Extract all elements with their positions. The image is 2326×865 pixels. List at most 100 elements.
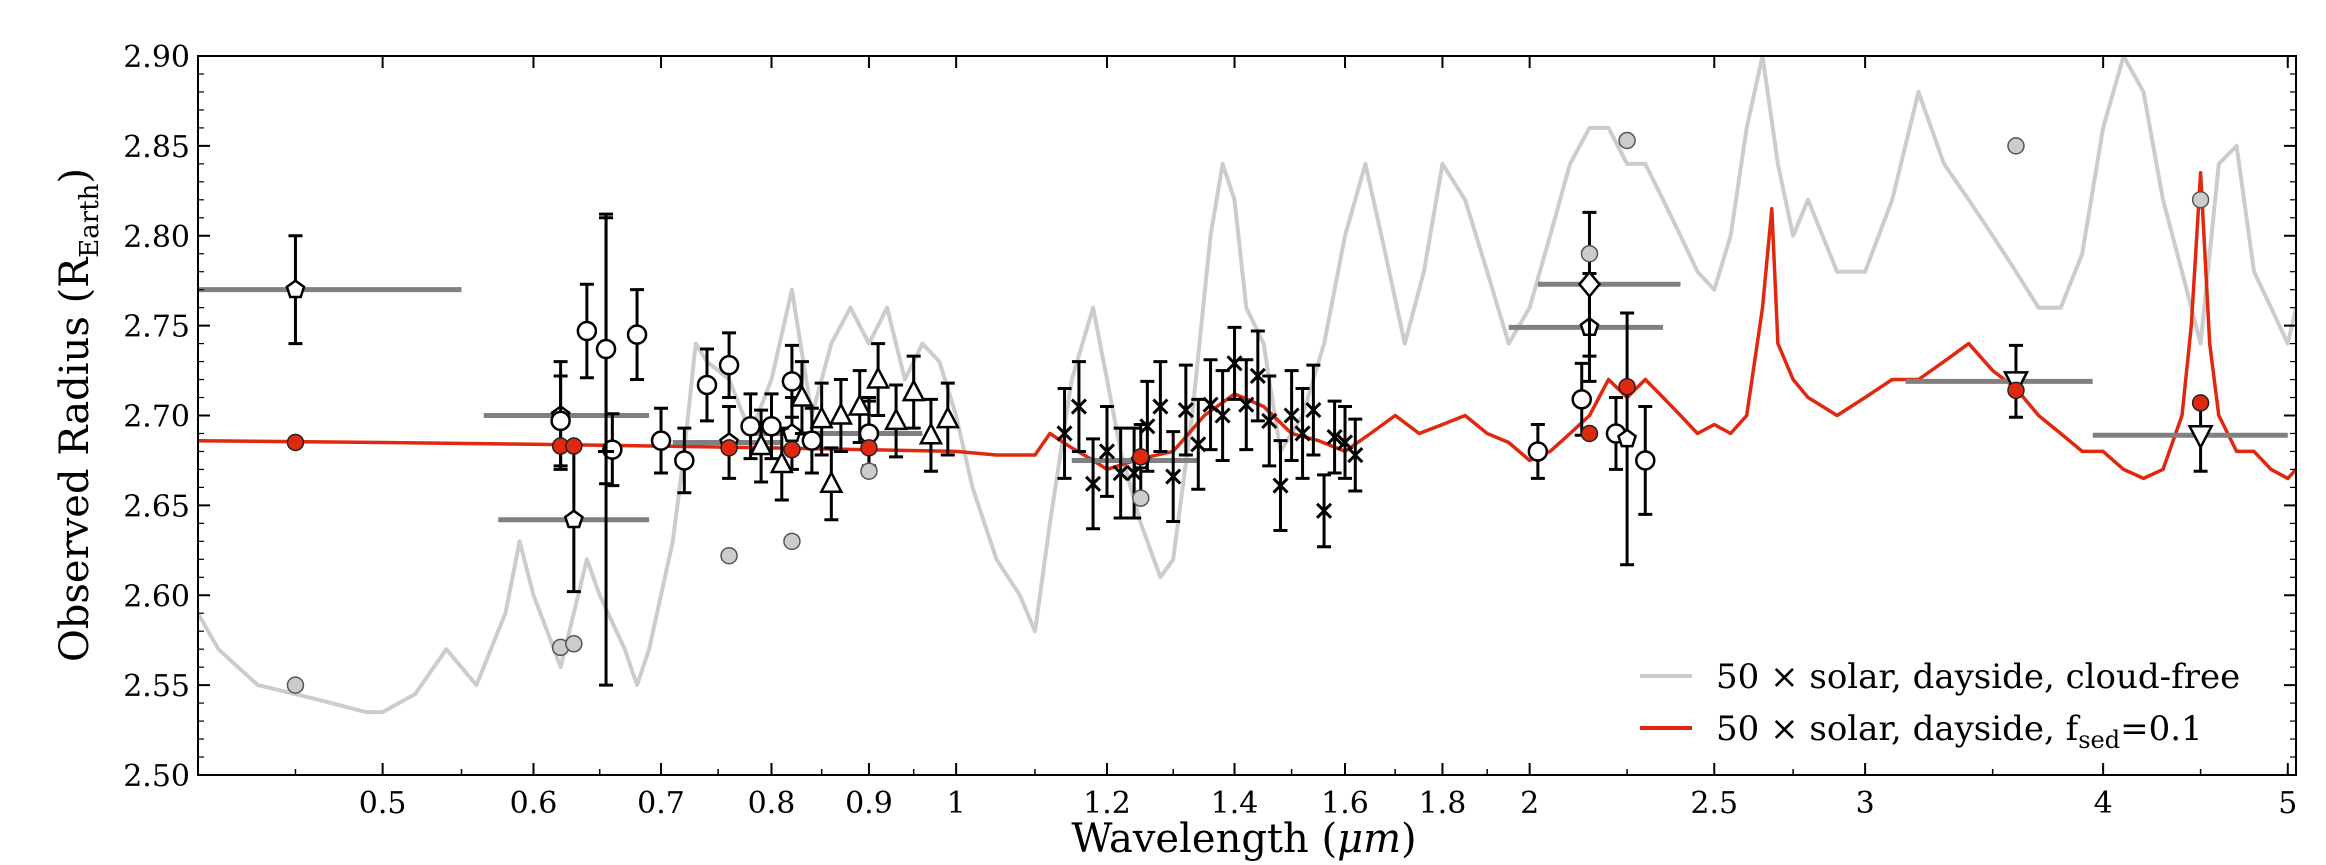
legend-label-fsed-prefix: 50 × solar, dayside, f xyxy=(1716,709,2081,749)
cloudfree-binned-point xyxy=(720,546,738,565)
x-tick-label: 0.6 xyxy=(510,786,558,821)
x-tick-label: 3 xyxy=(1856,786,1875,821)
obs-marker-circle xyxy=(550,410,571,432)
obs-marker-circle xyxy=(740,416,761,437)
x-tick-label: 2 xyxy=(1520,786,1539,821)
fsed-binned-point xyxy=(860,439,878,457)
cloudfree-binned-point xyxy=(1580,244,1599,263)
fsed-binned-point xyxy=(1580,424,1599,443)
obs-marker-x xyxy=(1294,425,1311,442)
y-tick-label: 2.85 xyxy=(123,130,190,165)
band-marker-down-triangle xyxy=(2187,425,2214,450)
cloudfree-binned-point xyxy=(783,532,801,551)
obs-marker-circle xyxy=(801,430,823,451)
x-tick-label: 0.9 xyxy=(845,786,893,821)
legend: 50 × solar, dayside, cloud-free 50 × sol… xyxy=(1640,657,2240,754)
obs-marker-up-triangle xyxy=(819,470,844,494)
obs-marker-up-triangle xyxy=(866,365,891,389)
obs-marker-x xyxy=(1112,464,1129,482)
model-curve-fsed xyxy=(198,171,2296,481)
legend-label-fsed: 50 × solar, dayside, fsed=0.1 xyxy=(1716,709,2203,754)
band-marker-pentagon xyxy=(563,509,584,529)
x-axis-title: Wavelength (μm) xyxy=(1071,816,1416,862)
obs-marker-circle xyxy=(674,450,695,471)
obs-marker-x xyxy=(1283,407,1300,424)
obs-marker-circle xyxy=(761,416,782,437)
y-tick-label: 2.65 xyxy=(123,489,190,524)
y-axis-ticks: 2.50 2.55 2.60 2.65 2.70 2.75 2.80 2.85 2.90 xyxy=(123,40,2296,794)
obs-marker-x xyxy=(1098,443,1116,460)
y-axis-title-suffix: ) xyxy=(52,168,98,184)
obs-marker-up-triangle xyxy=(847,392,872,416)
x-tick-label: 4 xyxy=(2094,786,2113,821)
obs-marker-x xyxy=(1347,446,1364,464)
obs-marker-x xyxy=(1336,434,1354,451)
x-tick-label: 2.5 xyxy=(1690,786,1738,821)
obs-marker-circle xyxy=(718,354,740,376)
cloudfree-binned-point xyxy=(286,676,305,694)
model-points xyxy=(286,131,2210,694)
x-axis-title-unit: μm xyxy=(1337,816,1401,862)
obs-marker-x xyxy=(1152,398,1169,415)
obs-marker-circle xyxy=(696,374,718,396)
model-curves xyxy=(198,56,2296,715)
x-tick-label: 1.4 xyxy=(1211,786,1259,821)
obs-marker-circle xyxy=(602,439,623,460)
fsed-binned-point xyxy=(1132,448,1150,466)
obs-marker-x xyxy=(1126,464,1143,482)
obs-marker-x xyxy=(1190,436,1207,453)
cloudfree-binned-point xyxy=(565,635,583,653)
cloudfree-binned-point xyxy=(1618,131,1636,150)
obs-marker-x xyxy=(1139,418,1156,435)
obs-marker-up-triangle xyxy=(918,421,944,445)
y-tick-label: 2.70 xyxy=(123,400,190,435)
obs-marker-up-triangle xyxy=(901,378,926,402)
x-tick-label: 5 xyxy=(2278,786,2297,821)
fsed-binned-point xyxy=(2007,381,2025,400)
fsed-binned-point xyxy=(2191,394,2210,412)
x-tick-label: 0.5 xyxy=(359,786,407,821)
x-tick-label: 0.7 xyxy=(637,786,685,821)
obs-marker-up-triangle xyxy=(789,383,815,407)
x-axis-ticks: 0.5 0.6 0.7 0.8 0.9 1 1.2 1.4 1.6 1.8 2 2.5 3 4 5 xyxy=(294,56,2297,821)
obs-marker-up-triangle xyxy=(749,432,774,456)
obs-marker-circle xyxy=(626,324,648,345)
obs-marker-x xyxy=(1326,429,1343,446)
obs-marker-circle xyxy=(1635,450,1656,471)
fsed-binned-point xyxy=(1618,377,1636,396)
model-curve-cloud-free xyxy=(198,56,2296,715)
obs-marker-x xyxy=(1070,398,1087,415)
obs-marker-x xyxy=(1261,412,1278,429)
obs-marker-circle xyxy=(781,371,803,392)
obs-marker-x xyxy=(1056,425,1073,442)
obs-marker-pentagon xyxy=(1617,428,1638,448)
obs-marker-circle xyxy=(650,430,672,451)
y-tick-label: 2.55 xyxy=(123,669,190,704)
fsed-binned-point xyxy=(783,440,801,459)
y-tick-label: 2.50 xyxy=(123,759,190,794)
y-tick-label: 2.75 xyxy=(123,310,190,345)
obs-marker-x xyxy=(1305,402,1322,419)
x-tick-label: 1.8 xyxy=(1419,786,1467,821)
obs-marker-up-triangle xyxy=(828,401,853,425)
obs-marker-x xyxy=(1249,367,1266,385)
obs-marker-circle xyxy=(1571,389,1592,410)
x-axis-title-prefix: Wavelength ( xyxy=(1071,816,1337,862)
obs-marker-x xyxy=(1315,502,1333,519)
band-marker-pentagon xyxy=(285,279,306,299)
obs-marker-up-triangle xyxy=(809,405,834,429)
obs-marker-circle xyxy=(1527,441,1549,462)
obs-marker-x xyxy=(1238,396,1255,413)
fsed-binned-point xyxy=(565,437,583,455)
obs-marker-x xyxy=(1085,475,1102,492)
cloudfree-binned-point xyxy=(860,462,878,480)
observations xyxy=(550,212,1656,687)
obs-marker-x xyxy=(1177,402,1194,419)
obs-marker-up-triangle xyxy=(935,405,960,429)
y-tick-label: 2.80 xyxy=(123,220,190,255)
obs-marker-x xyxy=(1226,355,1243,372)
fsed-binned-point xyxy=(720,439,738,457)
x-tick-label: 0.8 xyxy=(748,786,796,821)
obs-marker-plus xyxy=(598,443,615,460)
